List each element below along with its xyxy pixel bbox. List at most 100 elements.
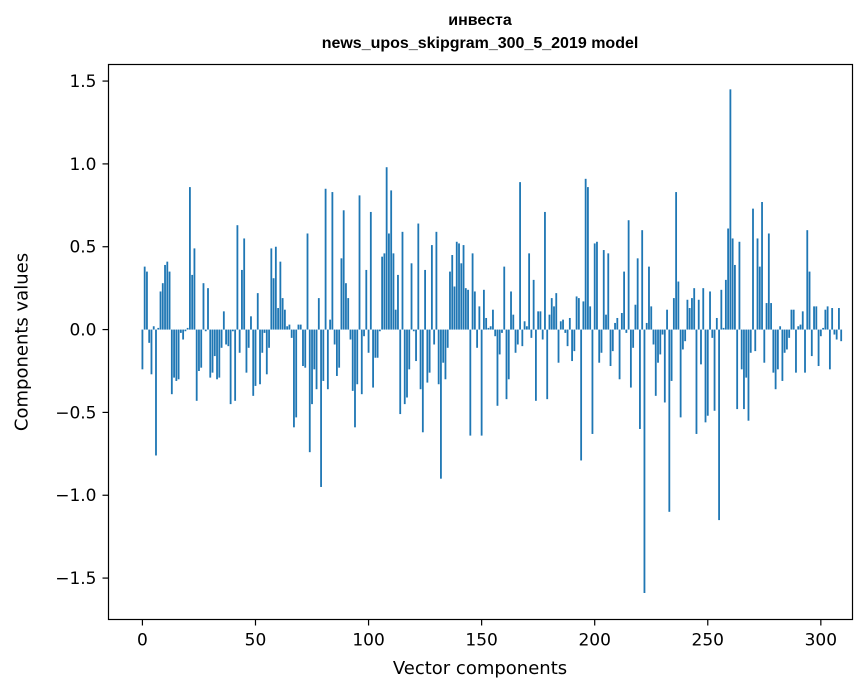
bar-21 bbox=[189, 187, 191, 330]
bar-205 bbox=[605, 314, 607, 330]
bar-237 bbox=[677, 281, 680, 330]
bar-71 bbox=[302, 329, 304, 367]
bar-221 bbox=[641, 230, 644, 330]
bar-231 bbox=[663, 329, 666, 403]
bar-260 bbox=[729, 89, 732, 330]
bar-147 bbox=[473, 291, 476, 330]
bar-186 bbox=[562, 319, 564, 330]
y-tick-label: −0.5 bbox=[55, 403, 96, 423]
bar-245 bbox=[695, 329, 698, 434]
bar-144 bbox=[467, 289, 469, 330]
bar-202 bbox=[598, 329, 601, 363]
bar-58 bbox=[272, 278, 275, 330]
bar-140 bbox=[458, 243, 460, 330]
bar-209 bbox=[614, 322, 616, 330]
bar-288 bbox=[792, 309, 795, 330]
bar-169 bbox=[523, 321, 526, 330]
bar-287 bbox=[790, 309, 793, 330]
bar-131 bbox=[437, 329, 440, 385]
bar-45 bbox=[243, 238, 246, 330]
plot-frame bbox=[107, 63, 854, 621]
bar-170 bbox=[525, 326, 528, 330]
bar-148 bbox=[476, 329, 479, 348]
bar-303 bbox=[826, 306, 829, 330]
bar-211 bbox=[618, 329, 621, 380]
bar-38 bbox=[227, 329, 230, 347]
bar-57 bbox=[270, 248, 273, 330]
bar-240 bbox=[684, 329, 687, 342]
bar-98 bbox=[363, 329, 365, 337]
bar-86 bbox=[335, 329, 338, 376]
bar-220 bbox=[639, 329, 641, 429]
bar-230 bbox=[661, 329, 664, 335]
bar-253 bbox=[713, 329, 716, 411]
bar-101 bbox=[369, 211, 372, 330]
bar-191 bbox=[573, 329, 576, 352]
bar-93 bbox=[351, 329, 354, 391]
bar-178 bbox=[544, 211, 546, 330]
bar-300 bbox=[819, 329, 822, 337]
bar-152 bbox=[485, 317, 488, 330]
y-tick-label: −1.5 bbox=[55, 569, 96, 589]
bar-87 bbox=[338, 329, 341, 368]
bar-180 bbox=[548, 314, 551, 330]
bar-129 bbox=[433, 329, 436, 345]
bar-156 bbox=[494, 329, 497, 337]
bar-295 bbox=[808, 271, 811, 330]
bar-275 bbox=[763, 329, 766, 363]
bar-150 bbox=[480, 329, 483, 436]
bar-210 bbox=[616, 317, 619, 330]
bar-252 bbox=[711, 329, 714, 338]
bar-74 bbox=[308, 329, 311, 453]
bar-136 bbox=[449, 271, 451, 330]
bar-112 bbox=[394, 309, 397, 330]
bar-11 bbox=[166, 261, 169, 330]
bar-293 bbox=[804, 329, 806, 373]
bar-196 bbox=[584, 178, 587, 330]
x-axis-label: Vector components bbox=[392, 658, 568, 679]
bar-165 bbox=[514, 329, 517, 353]
bar-39 bbox=[229, 329, 232, 405]
bar-33 bbox=[216, 329, 218, 380]
bar-115 bbox=[401, 231, 404, 330]
bar-192 bbox=[575, 296, 578, 330]
bar-251 bbox=[709, 291, 711, 330]
bar-110 bbox=[390, 190, 393, 330]
bar-121 bbox=[415, 329, 417, 362]
x-tick-label: 200 bbox=[578, 631, 610, 651]
bar-227 bbox=[654, 329, 657, 396]
bar-9 bbox=[161, 283, 164, 330]
bar-184 bbox=[557, 329, 560, 363]
bar-281 bbox=[776, 329, 779, 370]
bar-305 bbox=[831, 308, 834, 330]
bar-285 bbox=[786, 329, 788, 350]
bar-48 bbox=[250, 316, 252, 330]
bar-183 bbox=[555, 293, 558, 330]
bar-302 bbox=[824, 309, 827, 330]
bars-group bbox=[141, 89, 843, 593]
bar-172 bbox=[530, 329, 533, 338]
bar-291 bbox=[799, 324, 802, 330]
bar-78 bbox=[317, 298, 320, 330]
bar-244 bbox=[693, 288, 696, 330]
bar-261 bbox=[731, 238, 734, 330]
bar-99 bbox=[365, 269, 368, 330]
bar-223 bbox=[645, 322, 648, 330]
bar-97 bbox=[360, 329, 363, 395]
bar-108 bbox=[385, 167, 388, 330]
bar-194 bbox=[580, 329, 583, 461]
bar-149 bbox=[478, 306, 481, 330]
x-tick-label: 0 bbox=[137, 631, 148, 651]
bar-185 bbox=[559, 321, 562, 330]
bar-272 bbox=[756, 238, 759, 330]
bar-4 bbox=[150, 329, 153, 375]
bar-177 bbox=[541, 329, 544, 340]
bar-137 bbox=[451, 255, 454, 330]
bar-294 bbox=[806, 230, 809, 330]
bar-265 bbox=[740, 329, 743, 370]
bar-72 bbox=[304, 329, 307, 368]
bar-1 bbox=[143, 266, 146, 330]
bar-92 bbox=[349, 329, 352, 340]
y-tick-label: 1.0 bbox=[69, 155, 96, 175]
bar-263 bbox=[736, 329, 739, 410]
